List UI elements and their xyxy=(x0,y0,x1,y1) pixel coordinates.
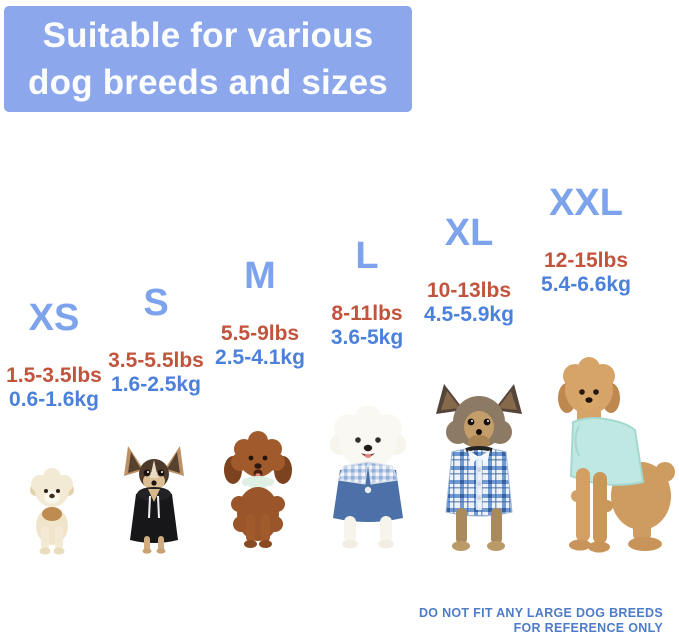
size-group-s: S 3.5-5.5lbs 1.6-2.5kg xyxy=(104,281,208,397)
dog-photo-xl-yorkie-plaid-shirt xyxy=(430,380,528,556)
size-label-l: L xyxy=(355,235,379,277)
header-banner: Suitable for various dog breeds and size… xyxy=(4,6,412,112)
dog-photo-l-white-dog-polo xyxy=(316,406,420,552)
dog-photo-s-chihuahua-hoodie xyxy=(120,444,188,554)
size-label-m: M xyxy=(244,255,276,297)
size-label-s: S xyxy=(143,282,169,324)
dog-photo-m-brown-poodle xyxy=(219,430,297,552)
footer-line1: DO NOT FIT ANY LARGE DOG BREEDS xyxy=(418,606,663,620)
weight-lbs-l: 8-11lbs xyxy=(331,302,403,325)
header-title-line1: Suitable for various xyxy=(42,16,374,55)
size-label-xs: XS xyxy=(28,297,80,339)
weight-kg-xxl: 5.4-6.6kg xyxy=(541,273,631,296)
weight-lbs-s: 3.5-5.5lbs xyxy=(108,349,204,372)
weight-kg-xl: 4.5-5.9kg xyxy=(424,303,514,326)
size-group-xxl: XXL 12-15lbs 5.4-6.6kg xyxy=(534,181,638,297)
weight-kg-xs: 0.6-1.6kg xyxy=(9,388,99,411)
size-group-m: M 5.5-9lbs 2.5-4.1kg xyxy=(208,254,312,370)
weight-kg-l: 3.6-5kg xyxy=(330,326,404,349)
weight-kg-m: 2.5-4.1kg xyxy=(215,346,305,369)
weight-kg-s: 1.6-2.5kg xyxy=(111,373,201,396)
size-group-xl: XL 10-13lbs 4.5-5.9kg xyxy=(417,211,521,327)
weight-lbs-m: 5.5-9lbs xyxy=(220,322,300,345)
footer-disclaimer: DO NOT FIT ANY LARGE DOG BREEDS FOR REFE… xyxy=(419,606,663,636)
header-title-line2: dog breeds and sizes xyxy=(28,63,388,102)
weight-lbs-xl: 10-13lbs xyxy=(426,279,512,302)
weight-lbs-xxl: 12-15lbs xyxy=(543,249,629,272)
size-label-xxl: XXL xyxy=(549,182,623,224)
footer-line2: FOR REFERENCE ONLY xyxy=(513,621,663,635)
size-group-l: L 8-11lbs 3.6-5kg xyxy=(315,234,419,350)
weight-lbs-xs: 1.5-3.5lbs xyxy=(6,364,102,387)
size-label-xl: XL xyxy=(444,212,494,254)
dog-photo-xxl-poodle-tank-top xyxy=(537,356,679,560)
size-group-xs: XS 1.5-3.5lbs 0.6-1.6kg xyxy=(2,296,106,412)
dog-photo-xs-cream-puppy xyxy=(24,464,80,556)
